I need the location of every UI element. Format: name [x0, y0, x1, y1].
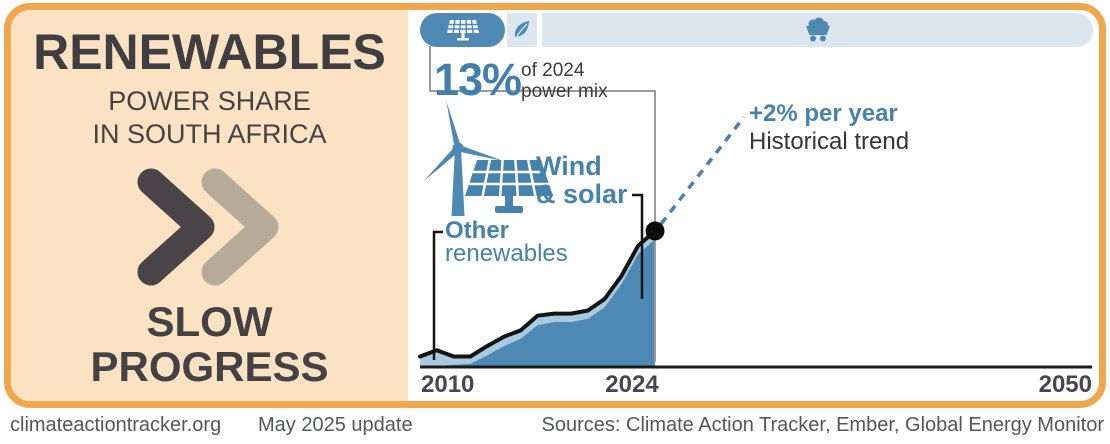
chevron-right-icon-light [201, 168, 278, 285]
footer-bar: climateactiontracker.org May 2025 update… [0, 412, 1110, 444]
share-caption-line2: power mix [521, 81, 608, 102]
card: RENEWABLES POWER SHARE IN SOUTH AFRICA S… [4, 3, 1106, 408]
other-label-line2: renewables [445, 240, 568, 267]
other-label-line1: Other [445, 217, 510, 244]
solar-panel-chart-icon [465, 159, 553, 213]
subtitle-line2: IN SOUTH AFRICA [92, 118, 327, 149]
trend-caption: Historical trend [749, 128, 910, 155]
double-chevron-right-icon [137, 168, 278, 285]
verdict-text: SLOW PROGRESS [90, 299, 328, 389]
page-subtitle: POWER SHARE IN SOUTH AFRICA [92, 85, 326, 151]
verdict-line1: SLOW [146, 297, 273, 345]
data-point-2024 [645, 221, 665, 241]
wind-turbine-icon [423, 101, 505, 216]
wind-solar-bracket [632, 193, 644, 299]
other-renewables-label: Other renewables [445, 217, 568, 267]
share-caption-line1: of 2024 [521, 60, 585, 81]
total-renewables-line [418, 229, 657, 359]
update-date: May 2025 update [258, 414, 413, 436]
page-title: RENEWABLES [33, 24, 386, 80]
renewables-area-chart [418, 46, 1092, 369]
mix-bar-segment-other-renewables [507, 13, 537, 47]
verdict-line2: PROGRESS [90, 342, 329, 390]
chevron-right-icon-dark [137, 168, 214, 285]
wind-solar-label-line1: Wind [536, 151, 602, 181]
trend-annotation: +2% per year Historical trend [749, 100, 909, 156]
projection-dashed-line [659, 115, 746, 226]
chart-panel: 13% of 2024 power mix Wind & solar Other… [408, 10, 1099, 401]
subtitle-line1: POWER SHARE [108, 85, 311, 116]
left-summary-panel: RENEWABLES POWER SHARE IN SOUTH AFRICA S… [11, 10, 408, 401]
sources-credit: Sources: Climate Action Tracker, Ember, … [541, 414, 1104, 436]
x-tick-2010: 2010 [421, 371, 475, 398]
share-caption: of 2024 power mix [521, 60, 608, 102]
wind-solar-label: Wind & solar [536, 152, 628, 208]
x-tick-2050: 2050 [1038, 371, 1092, 398]
site-link[interactable]: climateactiontracker.org [10, 414, 222, 436]
leaf-icon [514, 21, 529, 39]
mix-bar-segment-wind-solar [420, 13, 505, 47]
solar-panel-icon [446, 19, 479, 41]
trend-rate: +2% per year [749, 100, 898, 127]
other-renewables-bracket [432, 230, 443, 360]
coal-cart-icon [805, 17, 830, 42]
share-value: 13% [434, 54, 522, 105]
wind-solar-label-line2: & solar [536, 179, 628, 209]
mix-bar-segment-rest [542, 13, 1093, 47]
x-tick-2024: 2024 [605, 371, 659, 398]
area-wind-solar [420, 239, 655, 367]
